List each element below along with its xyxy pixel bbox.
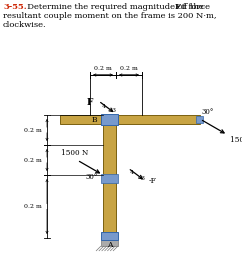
Text: clockwise.: clockwise. — [3, 21, 47, 29]
Text: resultant couple moment on the frame is 200 N·m,: resultant couple moment on the frame is … — [3, 12, 217, 20]
Text: Determine the required magnitude of force: Determine the required magnitude of forc… — [22, 3, 213, 11]
Text: 1500 N: 1500 N — [61, 149, 89, 157]
Bar — [196, 116, 203, 123]
Text: 3: 3 — [111, 108, 115, 114]
Bar — [101, 240, 118, 246]
Bar — [103, 115, 116, 238]
Bar — [101, 232, 118, 240]
Text: 1500 N: 1500 N — [230, 136, 242, 144]
Text: -F: -F — [149, 177, 157, 185]
Text: 30°: 30° — [85, 173, 97, 181]
Text: 0.2 m: 0.2 m — [24, 158, 42, 162]
Text: B: B — [91, 115, 97, 124]
Bar — [60, 115, 200, 124]
Bar — [101, 114, 118, 125]
Text: if the: if the — [179, 3, 204, 11]
Text: 4: 4 — [102, 105, 106, 109]
Text: F: F — [175, 3, 181, 11]
Text: F: F — [87, 98, 93, 107]
Text: 0.2 m: 0.2 m — [24, 127, 42, 133]
Text: 4: 4 — [130, 170, 134, 175]
Text: 0.2 m: 0.2 m — [24, 204, 42, 209]
Bar — [101, 174, 118, 183]
Text: 30°: 30° — [201, 108, 213, 116]
Text: 3-55.: 3-55. — [3, 3, 27, 11]
Text: 0.2 m: 0.2 m — [94, 66, 112, 71]
Text: 3: 3 — [140, 176, 144, 180]
Text: A: A — [107, 241, 112, 249]
Text: 0.2 m: 0.2 m — [120, 66, 138, 71]
